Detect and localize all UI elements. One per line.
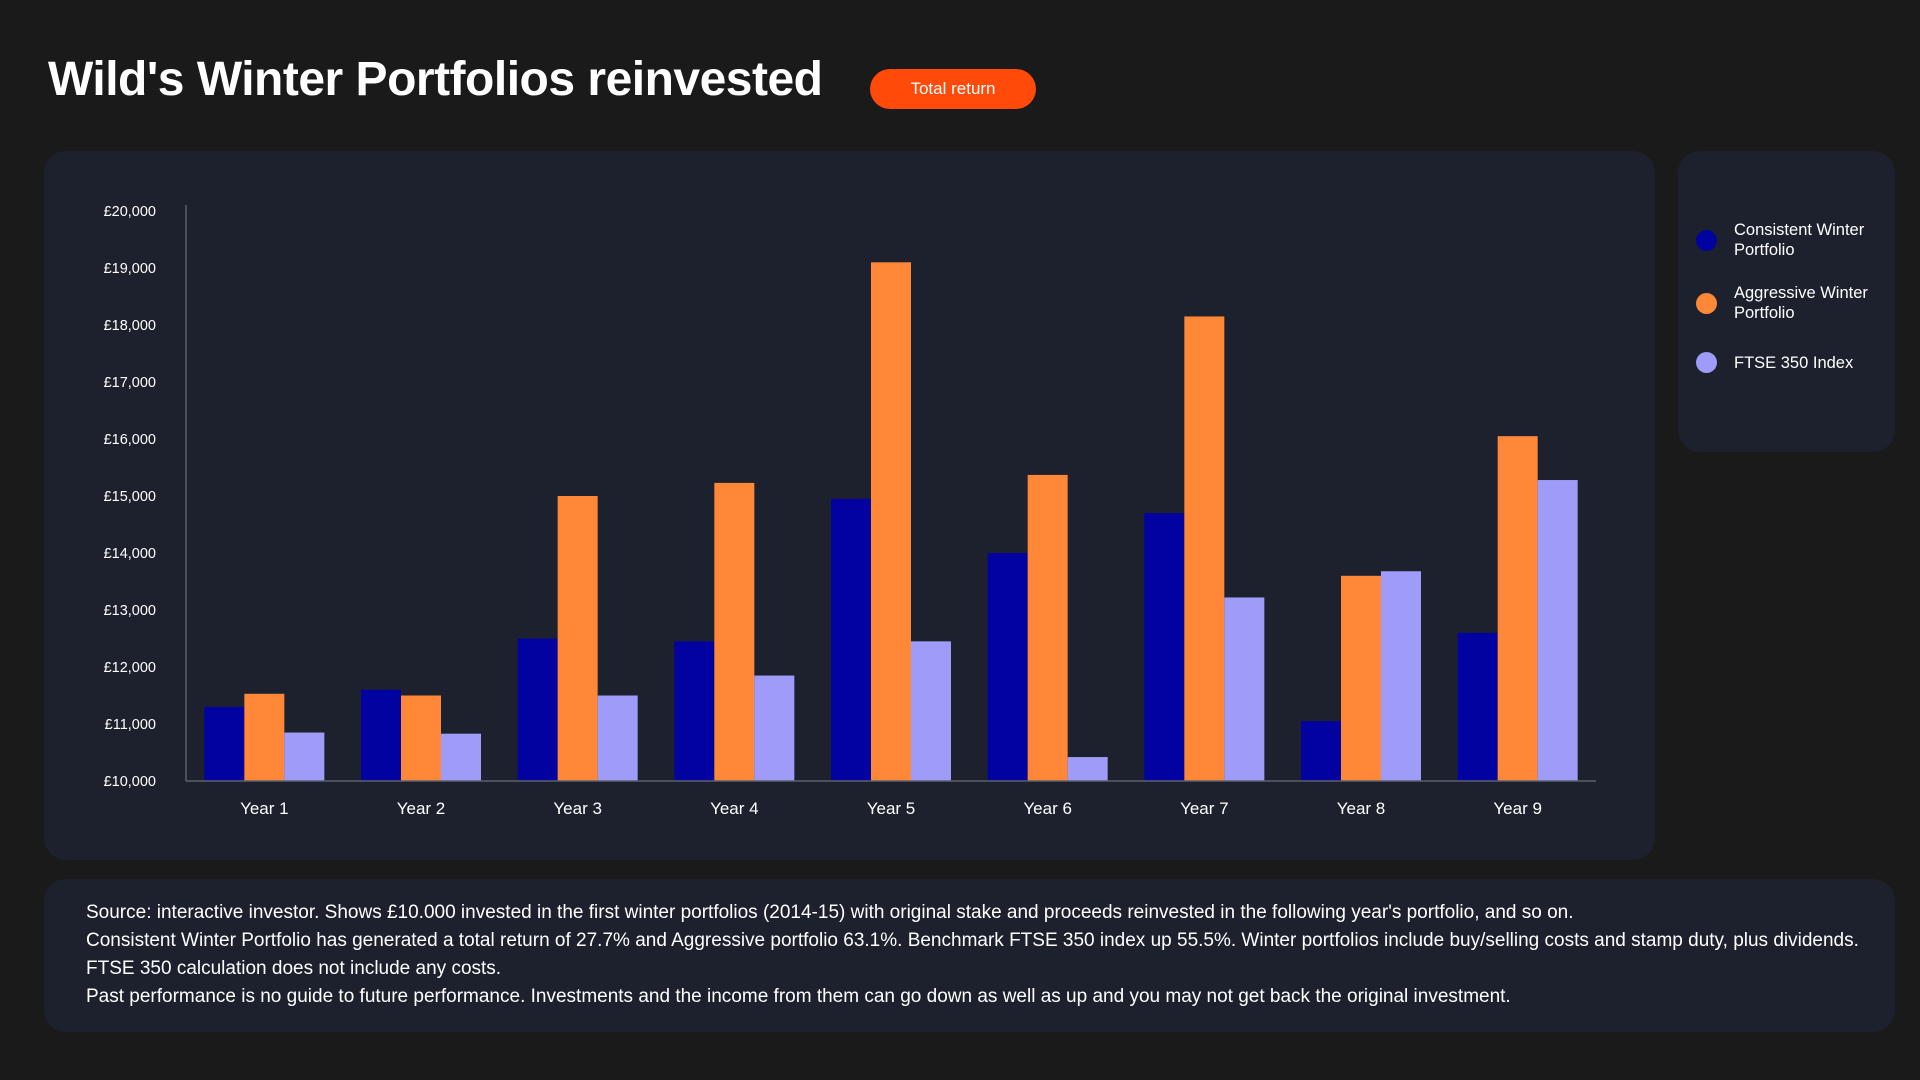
legend-item-ftse: FTSE 350 Index [1696,352,1889,373]
x-category-label: Year 9 [1493,799,1542,818]
bar-chart: £10,000 £11,000 £12,000 £13,000 £14,000 £15,0… [104,204,1596,818]
bar-aggressive [1027,474,1068,781]
source-note: Source: interactive investor. Shows £10.… [86,899,1876,1011]
x-axis-category-labels: Year 1 Year 2 Year 3 Year 4 Year 5 Year 6 Year… [240,799,1542,818]
chart-card: £10,000 £11,000 £12,000 £13,000 £14,000 £15,0… [44,151,1655,860]
x-category-label: Year 4 [710,799,759,818]
bar-aggressive [1497,436,1538,781]
x-category-label: Year 7 [1180,799,1229,818]
legend-dot-ftse [1696,352,1717,373]
y-tick-label: £10,000 [104,774,156,790]
bar-aggressive [244,693,285,781]
bar-aggressive [557,496,598,781]
bar-aggressive [1341,575,1381,781]
legend: Consistent Winter Portfolio Aggressive W… [1678,151,1895,452]
bar-consistent [1144,513,1185,781]
bar-ftse [284,732,325,781]
legend-label-aggressive: Aggressive Winter Portfolio [1734,284,1868,322]
legend-dot-consistent [1696,229,1717,251]
bar-consistent [204,706,245,781]
bar-aggressive [401,695,441,781]
y-tick-label: £11,000 [105,717,156,733]
bar-ftse [597,695,638,781]
y-tick-label: £13,000 [104,603,156,619]
bar-consistent [831,498,871,781]
total-return-badge: Total return [870,69,1036,109]
bar-ftse [754,675,795,781]
y-tick-label: £12,000 [104,660,156,676]
y-tick-label: £20,000 [104,204,156,220]
source-note-card: Source: interactive investor. Shows £10.… [44,879,1895,1032]
bar-ftse [1067,757,1108,781]
bar-consistent [517,638,558,781]
legend-label-consistent: Consistent Winter Portfolio [1734,221,1865,259]
y-tick-label: £15,000 [104,489,156,505]
legend-item-consistent: Consistent Winter Portfolio [1696,220,1889,260]
legend-label-ftse: FTSE 350 Index [1734,353,1854,372]
bar-ftse [1537,480,1578,781]
bar-consistent [987,553,1028,781]
bar-consistent [674,641,715,781]
page-title: Wild's Winter Portfolios reinvested [48,53,823,106]
chart-bars [204,262,1578,781]
x-category-label: Year 2 [397,799,446,818]
bar-aggressive [714,482,755,781]
bar-aggressive [871,262,911,781]
x-category-label: Year 8 [1337,799,1386,818]
x-category-label: Year 3 [553,799,602,818]
bar-aggressive [1184,316,1225,781]
legend-dot-aggressive [1696,292,1717,314]
x-category-label: Year 5 [867,799,916,818]
bar-ftse [1381,571,1421,781]
bar-consistent [1301,721,1341,781]
y-tick-label: £17,000 [104,375,156,391]
bar-ftse [441,733,481,781]
y-tick-label: £14,000 [104,546,156,562]
returns-line: Consistent Winter Portfolio has generate… [86,930,1859,979]
y-tick-label: £16,000 [104,432,156,448]
bar-ftse [911,641,951,781]
source-line: Source: interactive investor. Shows £10.… [86,902,1574,923]
y-axis-tick-labels: £10,000 £11,000 £12,000 £13,000 £14,000 £15,0… [104,204,156,790]
x-category-label: Year 6 [1023,799,1072,818]
y-tick-label: £19,000 [104,261,156,277]
x-category-label: Year 1 [240,799,289,818]
y-tick-label: £18,000 [104,318,156,334]
bar-ftse [1224,597,1265,781]
legend-item-aggressive: Aggressive Winter Portfolio [1696,283,1889,323]
disclaimer-line: Past performance is no guide to future p… [86,986,1511,1007]
bar-consistent [1457,632,1498,781]
bar-consistent [361,689,401,781]
